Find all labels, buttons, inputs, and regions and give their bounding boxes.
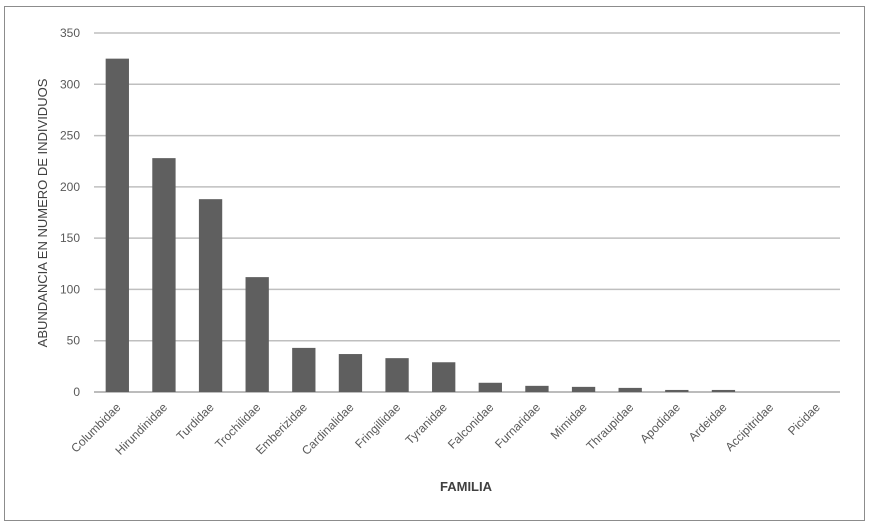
y-tick-label: 50 bbox=[67, 334, 81, 348]
x-tick-label: Ardeidae bbox=[686, 400, 730, 444]
bar-cardinalidae bbox=[338, 354, 363, 392]
y-tick-label: 150 bbox=[60, 231, 80, 245]
y-tick-label: 100 bbox=[60, 282, 80, 296]
bar-turdidae bbox=[198, 199, 223, 392]
bar-thraupidae bbox=[618, 387, 642, 392]
x-tick-label: Falconidae bbox=[445, 400, 497, 452]
y-tick-label: 300 bbox=[60, 77, 80, 91]
x-tick-label: Furnaridae bbox=[492, 400, 543, 451]
bar-tyranidae bbox=[432, 362, 456, 392]
bar-trochilidae bbox=[245, 277, 269, 392]
x-tick-label: Turdidae bbox=[174, 400, 217, 443]
y-axis-tick-labels: 0 50 100 150 200 250 300 350 bbox=[60, 26, 80, 399]
x-tick-label: Fringillidae bbox=[352, 400, 403, 451]
bar-fringillidae bbox=[385, 358, 409, 392]
bar-falconidae bbox=[478, 382, 502, 392]
x-tick-label: Accipitridae bbox=[722, 400, 776, 454]
bar-mimidae bbox=[571, 386, 596, 392]
x-tick-label: Thraupidae bbox=[583, 400, 636, 453]
x-tick-label: Mimidae bbox=[548, 400, 590, 442]
y-tick-label: 200 bbox=[60, 180, 80, 194]
y-tick-label: 350 bbox=[60, 26, 80, 40]
bar-ardeidae bbox=[711, 389, 736, 392]
x-tick-label: Picidae bbox=[785, 400, 823, 438]
y-tick-label: 250 bbox=[60, 129, 80, 143]
bar-furnaridae bbox=[525, 385, 549, 392]
bar-apodidae bbox=[665, 389, 689, 392]
x-axis-title: FAMILIA bbox=[440, 479, 493, 494]
x-tick-label: Tyranidae bbox=[403, 400, 450, 447]
bar-hirundinidae bbox=[152, 158, 176, 392]
y-tick-label: 0 bbox=[73, 385, 80, 399]
bar-columbidae bbox=[105, 58, 129, 393]
x-tick-label: Apodidae bbox=[637, 400, 683, 446]
chart-frame bbox=[4, 6, 865, 521]
y-axis-title: ABUNDANCIA EN NUMERO DE INDIVIDUOS bbox=[35, 78, 50, 347]
bars bbox=[105, 58, 736, 393]
bar-emberizidae bbox=[292, 347, 316, 392]
